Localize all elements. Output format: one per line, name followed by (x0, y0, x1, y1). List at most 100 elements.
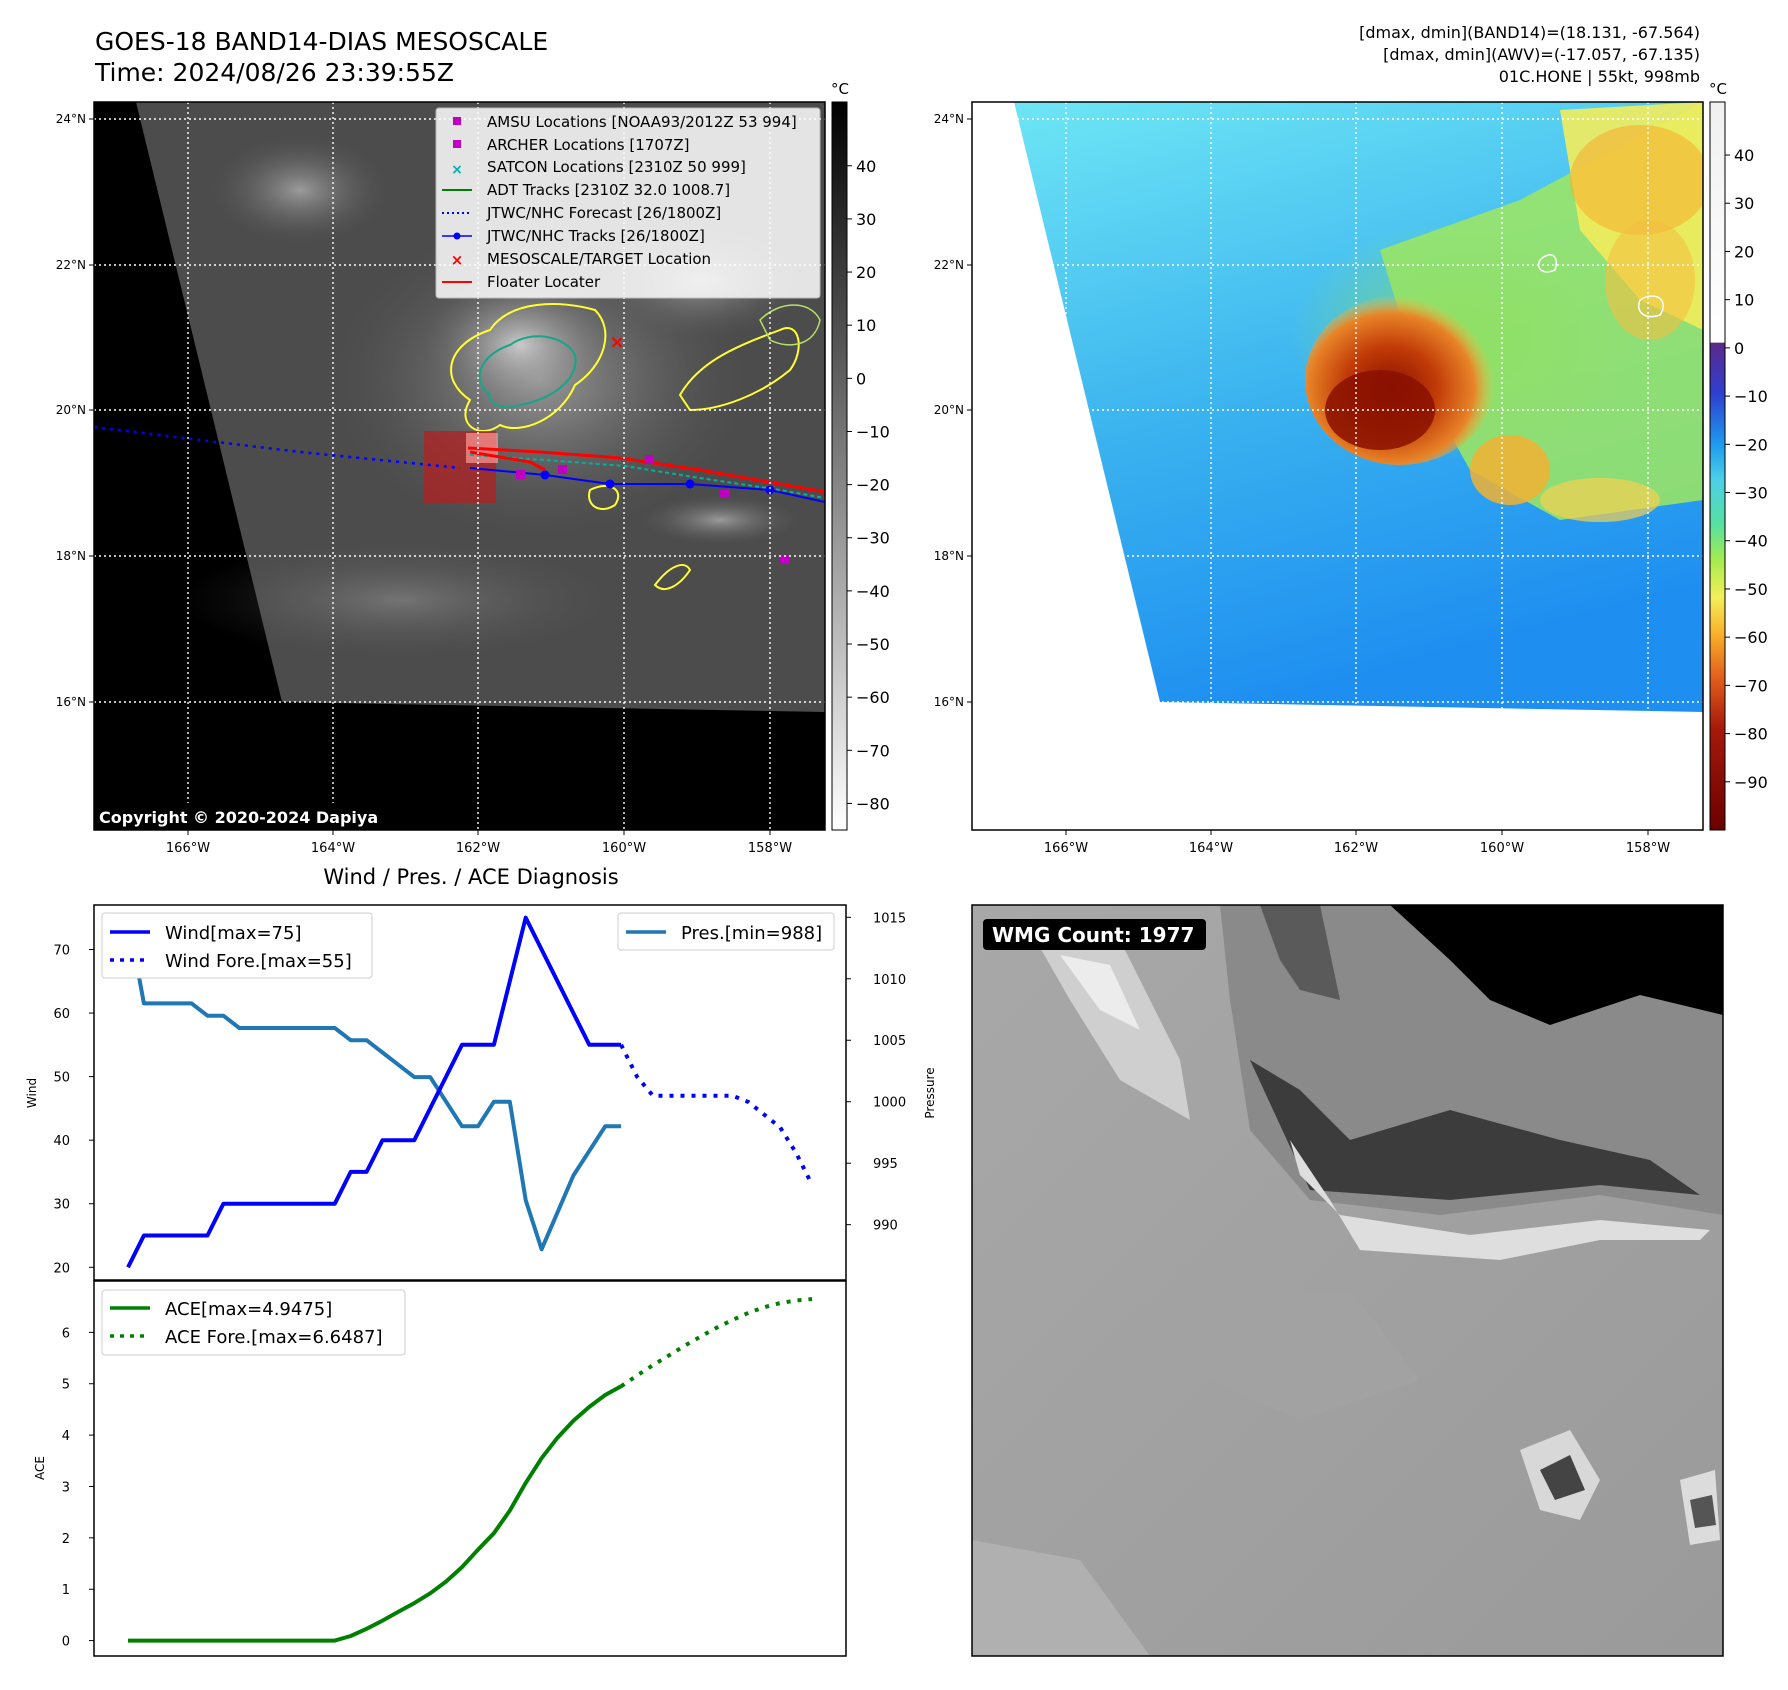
jtwc-forecast-track (94, 425, 461, 470)
color-map-panel: 166°W 164°W 162°W 160°W 158°W 24°N 22°N … (934, 101, 1704, 856)
color-lon-label: 160°W (1480, 841, 1524, 856)
legend-floater: Floater Locater (487, 273, 601, 291)
ace-ytick-label: 1 (62, 1583, 70, 1598)
ir-lon-label: 160°W (602, 841, 646, 856)
legend-ace-fore: ACE Fore.[max=6.6487] (165, 1327, 383, 1348)
legend-amsu: AMSU Locations [NOAA93/2012Z 53 994] (487, 113, 797, 131)
info-dmax-band14: [dmax, dmin](BAND14)=(18.131, -67.564) (1359, 23, 1700, 42)
ace-ytick-label: 0 (62, 1635, 70, 1650)
ir-colorbar-tick-label: −30 (856, 529, 890, 548)
ir-colorbar-tick-label: −70 (856, 741, 890, 760)
ir-lat-label: 24°N (56, 112, 86, 126)
ir-colorbar-tick-label: −40 (856, 582, 890, 601)
ir-colorbar-tick-label: 20 (856, 263, 876, 282)
figure-time: Time: 2024/08/26 23:39:55Z (94, 58, 454, 87)
ir-lat-label: 22°N (56, 258, 86, 272)
ace-ytick-label: 4 (62, 1429, 70, 1444)
color-colorbar-tick-label: 20 (1734, 242, 1754, 261)
wind-ytick-label: 20 (53, 1261, 70, 1276)
ir-colorbar-tick-label: 0 (856, 369, 866, 388)
color-colorbar-tick-label: −60 (1734, 628, 1768, 647)
color-colorbar-tick-label: −40 (1734, 532, 1768, 551)
floater-track (467, 446, 825, 494)
color-colorbar-unit: °C (1709, 80, 1727, 98)
ace-forecast-series-line (619, 1297, 813, 1388)
pressure-ytick-label: 1005 (873, 1034, 906, 1049)
ir-lon-label: 164°W (311, 841, 355, 856)
color-lat-label: 24°N (934, 112, 964, 126)
legend-adt: ADT Tracks [2310Z 32.0 1008.7] (487, 181, 730, 199)
copyright-text: Copyright © 2020-2024 Dapiya (99, 808, 378, 827)
color-colorbar-tick-label: 40 (1734, 146, 1754, 165)
map-legend: AMSU Locations [NOAA93/2012Z 53 994] ARC… (435, 107, 821, 299)
color-colorbar-tick-label: 0 (1734, 339, 1744, 358)
wind-ytick-label: 60 (53, 1007, 70, 1022)
wind-ytick-label: 70 (53, 943, 70, 958)
jtwc-track (469, 467, 825, 503)
wmg-panel: WMG Count: 1977 (971, 904, 1724, 1657)
color-colorbar-tick-label: −70 (1734, 676, 1768, 695)
ace-ytick-label: 3 (62, 1480, 70, 1495)
pressure-ytick-label: 1000 (873, 1096, 906, 1111)
ir-lat-label: 20°N (56, 403, 86, 417)
ir-lat-label: 16°N (56, 695, 86, 709)
legend-satcon: SATCON Locations [2310Z 50 999] (487, 158, 746, 176)
color-colorbar-tick-label: 10 (1734, 291, 1754, 310)
legend-pressure: Pres.[min=988] (681, 923, 822, 944)
ir-lon-label: 166°W (166, 841, 210, 856)
diagnosis-title: Wind / Pres. / ACE Diagnosis (323, 865, 618, 889)
wind-ylabel: Wind (25, 1078, 39, 1108)
legend-archer: ARCHER Locations [1707Z] (487, 136, 690, 154)
legend-mesoscale: MESOSCALE/TARGET Location (487, 250, 711, 268)
pressure-series-line (126, 916, 622, 1252)
pressure-ytick-label: 990 (873, 1219, 898, 1234)
wind-forecast-series-line (619, 1043, 814, 1186)
pressure-ytick-label: 1010 (873, 973, 906, 988)
ir-colorbar-tick-label: −50 (856, 635, 890, 654)
color-lon-label: 166°W (1044, 841, 1088, 856)
ir-colorbar-unit: °C (831, 80, 849, 98)
pressure-ytick-label: 995 (873, 1157, 898, 1172)
color-colorbar-tick-label: 30 (1734, 194, 1754, 213)
color-gridlines (972, 102, 1703, 830)
color-colorbar-tick-label: −50 (1734, 580, 1768, 599)
legend-ace: ACE[max=4.9475] (165, 1299, 332, 1320)
pressure-ylabel: Pressure (923, 1067, 937, 1118)
pressure-legend: Pres.[min=988] (617, 912, 835, 951)
svg-text:×: × (451, 251, 464, 269)
cold-cloud-contour-yellow (450, 303, 607, 432)
mesoscale-target-marker: × (609, 332, 624, 353)
ace-ytick-label: 6 (62, 1326, 70, 1341)
ace-ytick-label: 2 (62, 1532, 70, 1547)
svg-text:×: × (451, 162, 463, 178)
info-storm: 01C.HONE | 55kt, 998mb (1499, 67, 1700, 86)
ir-colorbar: °C 40 30 20 10 0 −10 −20 −30 −40 −50 −60 −70 −80 (831, 80, 890, 831)
wind-ytick-label: 40 (53, 1134, 70, 1149)
color-lat-label: 20°N (934, 403, 964, 417)
ir-colorbar-tick-label: 40 (856, 157, 876, 176)
wind-ytick-label: 50 (53, 1071, 70, 1086)
ace-series-line (128, 1384, 623, 1643)
ir-lon-label: 162°W (456, 841, 500, 856)
ir-colorbar-tick-label: −10 (856, 422, 890, 441)
color-lon-label: 158°W (1626, 841, 1670, 856)
color-lat-label: 22°N (934, 258, 964, 272)
legend-wind-fore: Wind Fore.[max=55] (165, 951, 352, 972)
legend-wind: Wind[max=75] (165, 923, 302, 944)
color-lat-label: 18°N (934, 549, 964, 563)
figure-title: GOES-18 BAND14-DIAS MESOSCALE (95, 27, 548, 56)
ace-legend: ACE[max=4.9475] ACE Fore.[max=6.6487] (101, 1289, 406, 1356)
ir-colorbar-tick-label: 30 (856, 210, 876, 229)
color-colorbar: °C 40 30 20 10 0 −10 −20 −30 −40 −50 −60 −70 −80 −90 (1709, 80, 1768, 831)
color-colorbar-tick-label: −20 (1734, 435, 1768, 454)
color-colorbar-tick-label: −30 (1734, 484, 1768, 503)
info-dmax-awv: [dmax, dmin](AWV)=(-17.057, -67.135) (1383, 45, 1700, 64)
ace-ytick-label: 5 (62, 1378, 70, 1393)
wind-ytick-label: 30 (53, 1198, 70, 1213)
ir-colorbar-tick-label: −20 (856, 476, 890, 495)
legend-jtwc-forecast: JTWC/NHC Forecast [26/1800Z] (486, 204, 721, 222)
ir-colorbar-tick-label: −80 (856, 794, 890, 813)
ir-colorbar-tick-label: −60 (856, 688, 890, 707)
ir-lat-label: 18°N (56, 549, 86, 563)
color-lon-label: 164°W (1189, 841, 1233, 856)
